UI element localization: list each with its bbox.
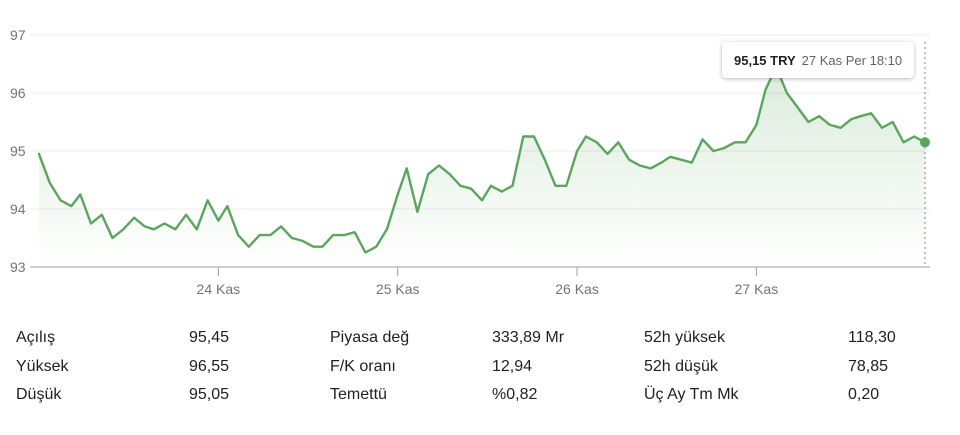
stat-value-dividend: %0,82 — [492, 386, 538, 403]
stat-label-market-cap: Piyasa değ — [330, 329, 410, 346]
stat-value-52w-low: 78,85 — [848, 357, 889, 375]
y-tick-label: 97 — [10, 27, 26, 43]
y-tick-label: 95 — [10, 143, 26, 159]
x-tick-label: 27 Kas — [735, 281, 779, 297]
stat-label-52w-high: 52h yüksek — [644, 329, 725, 346]
stat-value-low: 95,05 — [189, 386, 230, 403]
tooltip-price: 95,15 TRY — [734, 52, 796, 68]
y-tick-label: 96 — [10, 85, 26, 101]
stat-value-open: 95,45 — [189, 329, 230, 346]
stat-value-market-cap: 333,89 Mr — [492, 329, 565, 346]
y-axis-ticks: 93 94 95 96 97 — [10, 27, 26, 275]
price-area — [39, 66, 925, 268]
stat-value-pe-ratio: 12,94 — [492, 357, 533, 375]
stat-value-quarterly-div: 0,20 — [848, 386, 880, 403]
x-axis-ticks: 24 Kas 25 Kas 26 Kas 27 Kas — [197, 267, 779, 297]
x-tick-label: 24 Kas — [197, 281, 241, 297]
stat-value-high: 96,55 — [189, 357, 230, 375]
stat-label-pe-ratio: F/K oranı — [330, 357, 396, 375]
stats-row: Düşük 95,05 Temettü %0,82 Üç Ay Tm Mk 0,… — [16, 382, 916, 411]
stat-label-high: Yüksek — [16, 357, 69, 375]
stats-row: Yüksek 96,55 F/K oranı 12,94 52h düşük 7… — [16, 354, 916, 383]
hover-cursor — [920, 42, 930, 267]
stat-label-dividend: Temettü — [330, 386, 387, 403]
stats-table: Açılış 95,45 Piyasa değ 333,89 Mr 52h yü… — [16, 325, 916, 411]
y-tick-label: 93 — [10, 259, 26, 275]
stat-label-52w-low: 52h düşük — [644, 357, 718, 375]
stat-label-low: Düşük — [16, 386, 62, 403]
x-tick-label: 26 Kas — [555, 281, 599, 297]
area-fill — [39, 66, 925, 268]
stat-label-quarterly-div: Üç Ay Tm Mk — [644, 386, 739, 403]
y-tick-label: 94 — [10, 201, 26, 217]
stat-value-52w-high: 118,30 — [848, 329, 896, 346]
price-tooltip: 95,15 TRY 27 Kas Per 18:10 — [722, 42, 915, 78]
x-tick-label: 25 Kas — [376, 281, 420, 297]
tooltip-time: 27 Kas Per 18:10 — [801, 52, 903, 68]
cursor-point — [920, 137, 930, 148]
stats-row: Açılış 95,45 Piyasa değ 333,89 Mr 52h yü… — [16, 325, 916, 354]
stat-label-open: Açılış — [16, 329, 56, 346]
